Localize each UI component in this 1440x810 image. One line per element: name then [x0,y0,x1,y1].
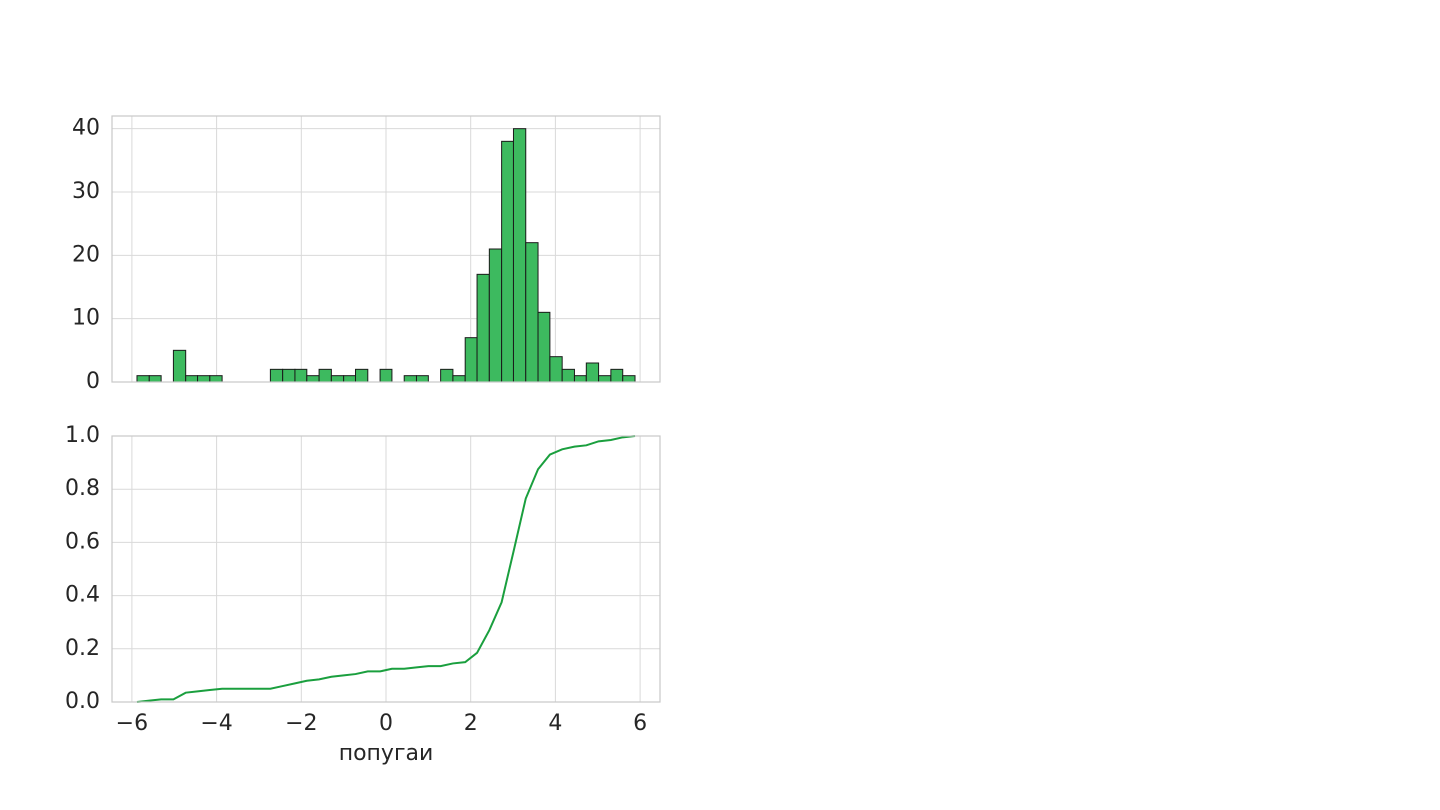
bar [537,311,551,383]
bar [622,375,636,383]
bar [355,368,369,383]
y-tick-label: 0.6 [65,529,100,554]
y-tick-label: 40 [72,116,100,141]
x-tick-label: −2 [285,711,317,736]
bar [415,375,429,383]
y-tick-label: 20 [72,242,100,267]
x-tick-label: 0 [379,711,393,736]
bar [512,128,527,383]
axes-frame [111,115,661,383]
x-tick-label: 2 [464,711,478,736]
y-tick-label: 0.8 [65,476,100,501]
bar [610,368,624,383]
y-tick-label: 0.4 [65,583,100,608]
x-tick-label: −6 [116,711,148,736]
bar [488,248,503,383]
bar [379,368,393,383]
bar [549,356,563,383]
x-tick-label: 6 [633,711,647,736]
bar [294,368,308,383]
bar [525,242,539,383]
bar [501,140,514,383]
bar [573,375,587,383]
bar [185,375,199,383]
bar [561,368,575,383]
bar [282,368,296,383]
axes-frame [111,435,661,703]
x-axis-label: попугаи [339,741,434,766]
bar [343,375,357,383]
y-tick-label: 0 [86,369,100,394]
bar [197,375,211,383]
bar [464,337,478,383]
bar [209,375,223,383]
bar [403,375,417,383]
y-tick-label: 30 [72,179,100,204]
bar [269,368,284,383]
x-tick-label: 4 [548,711,562,736]
bar [440,368,454,383]
bar [172,349,187,383]
bar [452,375,466,383]
bar [306,375,320,383]
bar [476,273,490,383]
ecdf-line [136,435,636,703]
y-tick-label: 1.0 [65,423,100,448]
bar [318,368,332,383]
x-tick-label: −4 [200,711,232,736]
bar [136,375,150,383]
y-tick-label: 0.0 [65,689,100,714]
bar [148,375,162,383]
y-tick-label: 10 [72,306,100,331]
bar [330,375,345,383]
y-tick-label: 0.2 [65,636,100,661]
bar [598,375,612,383]
bar [585,362,600,383]
